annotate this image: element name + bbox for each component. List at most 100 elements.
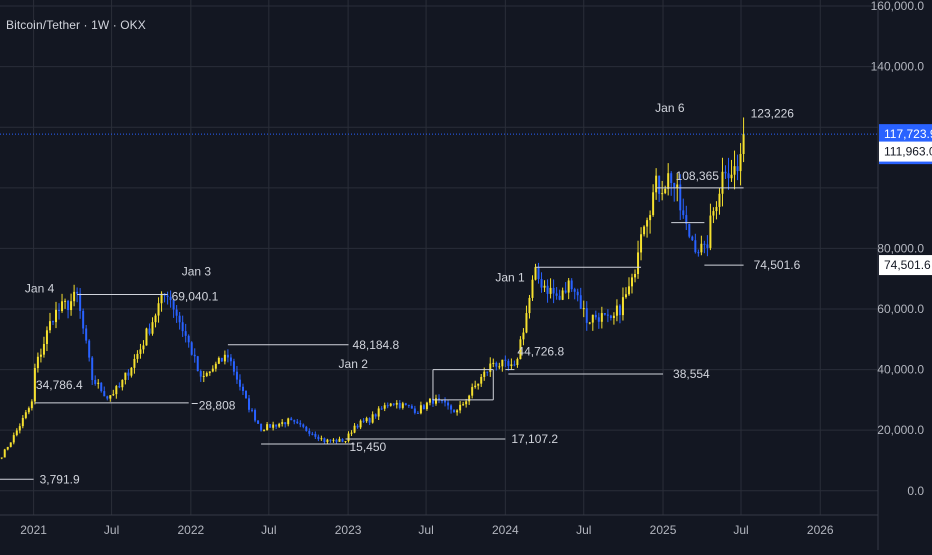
candle-body bbox=[311, 433, 314, 435]
candle-body bbox=[172, 300, 175, 310]
candle-body bbox=[287, 418, 290, 425]
candle-body bbox=[127, 372, 130, 376]
candle-body bbox=[594, 314, 597, 318]
candle-body bbox=[377, 408, 380, 417]
candle-body bbox=[682, 210, 685, 216]
candle-body bbox=[609, 315, 612, 318]
candle-body bbox=[519, 339, 522, 360]
candle-body bbox=[558, 295, 561, 300]
candle-body bbox=[649, 215, 652, 221]
candle-body bbox=[36, 356, 39, 369]
candle-body bbox=[94, 379, 97, 384]
x-tick-label: Jul bbox=[418, 523, 433, 537]
candle-body bbox=[643, 226, 646, 235]
candle-body bbox=[263, 430, 266, 432]
candle-body bbox=[85, 328, 88, 341]
candle-body bbox=[326, 439, 329, 442]
candle-body bbox=[582, 308, 585, 310]
candle-body bbox=[480, 376, 483, 384]
x-tick-label: 2026 bbox=[807, 523, 834, 537]
candle-body bbox=[492, 362, 495, 364]
date-annotation: Jan 1 bbox=[495, 271, 525, 285]
candle-body bbox=[700, 243, 703, 253]
candle-body bbox=[166, 295, 169, 297]
candle-body bbox=[3, 449, 6, 458]
candle-body bbox=[573, 289, 576, 292]
candle-body bbox=[281, 422, 284, 424]
x-tick-label: 2022 bbox=[177, 523, 204, 537]
candle-body bbox=[269, 424, 272, 428]
candle-body bbox=[151, 322, 154, 334]
candle-body bbox=[646, 220, 649, 227]
x-tick-label: Jul bbox=[261, 523, 276, 537]
candle-body bbox=[407, 404, 410, 406]
candle-body bbox=[15, 430, 18, 436]
y-tick-label: 60,000.0 bbox=[877, 302, 924, 316]
candle-body bbox=[154, 315, 157, 323]
candle-body bbox=[257, 420, 260, 424]
candle-body bbox=[489, 363, 492, 372]
candle-body bbox=[471, 387, 474, 396]
candle-body bbox=[214, 363, 217, 369]
candle-body bbox=[624, 294, 627, 298]
y-tick-label: 80,000.0 bbox=[877, 241, 924, 255]
candle-body bbox=[383, 405, 386, 409]
candle-body bbox=[606, 314, 609, 316]
candle-body bbox=[67, 300, 70, 311]
candle-body bbox=[314, 433, 317, 437]
level-label: 69,040.1 bbox=[172, 289, 219, 303]
candle-body bbox=[615, 305, 618, 316]
candle-body bbox=[55, 309, 58, 323]
candle-body bbox=[380, 408, 383, 410]
candle-body bbox=[115, 386, 118, 395]
candle-body bbox=[658, 175, 661, 194]
candle-body bbox=[694, 240, 697, 253]
candle-body bbox=[365, 418, 368, 422]
candle-body bbox=[453, 409, 456, 413]
candle-body bbox=[190, 342, 193, 355]
candle-body bbox=[465, 401, 468, 405]
candle-body bbox=[667, 173, 670, 189]
candle-body bbox=[477, 383, 480, 386]
date-annotation: Jan 6 bbox=[655, 101, 685, 115]
candle-body bbox=[528, 297, 531, 314]
candle-body bbox=[208, 371, 211, 374]
candle-body bbox=[178, 315, 181, 323]
candle-body bbox=[709, 215, 712, 248]
candle-body bbox=[235, 371, 238, 380]
candle-body bbox=[640, 234, 643, 253]
candle-body bbox=[591, 314, 594, 323]
candle-body bbox=[238, 379, 241, 387]
candle-body bbox=[419, 405, 422, 414]
level-label: 28,808 bbox=[199, 398, 236, 412]
candle-body bbox=[368, 418, 371, 423]
candle-body bbox=[386, 405, 389, 407]
candle-body bbox=[507, 360, 510, 366]
candle-body bbox=[217, 357, 220, 364]
candle-body bbox=[293, 420, 296, 422]
candle-body bbox=[332, 439, 335, 441]
candle-body bbox=[637, 252, 640, 274]
candle-body bbox=[175, 309, 178, 316]
candle-body bbox=[70, 301, 73, 311]
candle-body bbox=[76, 291, 79, 294]
y-tick-label: 0.0 bbox=[907, 484, 924, 498]
candle-body bbox=[211, 368, 214, 372]
candle-body bbox=[139, 349, 142, 354]
candle-body bbox=[603, 313, 606, 315]
level-price-tag bbox=[879, 141, 932, 162]
candle-body bbox=[431, 398, 434, 404]
candle-body bbox=[145, 328, 148, 346]
x-tick-label: 2024 bbox=[492, 523, 519, 537]
candle-body bbox=[196, 356, 199, 372]
candle-body bbox=[260, 423, 263, 431]
candle-body bbox=[371, 414, 374, 423]
candle-body bbox=[459, 404, 462, 411]
candle-body bbox=[320, 438, 323, 440]
candle-body bbox=[6, 446, 9, 450]
candle-body bbox=[109, 395, 112, 399]
candle-body bbox=[552, 287, 555, 294]
